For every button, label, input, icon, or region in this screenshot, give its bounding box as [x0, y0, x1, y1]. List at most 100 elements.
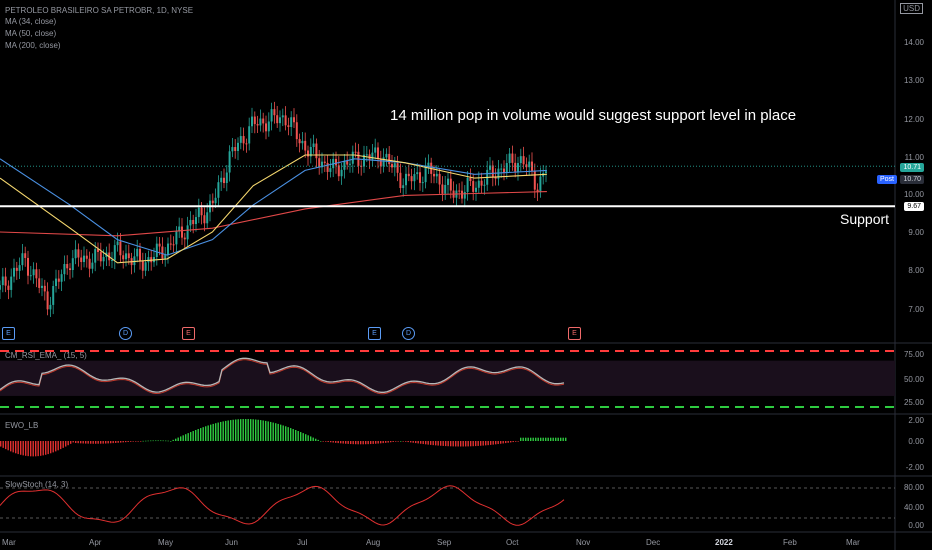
candle-body — [10, 276, 13, 290]
candle-body — [13, 267, 15, 277]
ewo-bar — [210, 424, 212, 441]
post-price-tag: 10.70 — [900, 175, 924, 184]
ewo-bar — [405, 441, 407, 442]
ewo-bar — [115, 441, 117, 443]
ma34-legend: MA (34, close) — [5, 17, 57, 26]
ewo-tick: -2.00 — [905, 463, 924, 472]
ewo-bar — [250, 419, 252, 441]
earnings-event-icon[interactable]: E — [368, 327, 381, 340]
ewo-bar — [497, 441, 499, 445]
candle-body — [225, 172, 228, 184]
ewo-bar — [0, 441, 2, 447]
ewo-bar — [10, 441, 12, 452]
ewo-tick: 2.00 — [908, 416, 924, 425]
candle-body — [29, 275, 32, 277]
ewo-bar — [155, 440, 157, 442]
candle-body — [273, 109, 276, 116]
ewo-bar — [510, 441, 512, 443]
price-tick: 11.00 — [904, 153, 924, 162]
candle-body — [491, 165, 494, 177]
price-tick: 7.00 — [908, 305, 924, 314]
ewo-bar — [200, 428, 202, 441]
candle-body — [155, 243, 158, 257]
ewo-bar — [140, 441, 142, 442]
ewo-bar — [305, 434, 307, 441]
ewo-bar — [237, 419, 239, 441]
candle-body — [346, 160, 349, 165]
ewo-bar — [432, 441, 434, 446]
ewo-bar — [517, 441, 519, 442]
candle-body — [298, 139, 301, 144]
candle-body — [433, 173, 435, 177]
earnings-event-icon[interactable]: E — [2, 327, 15, 340]
earnings-event-icon[interactable]: E — [182, 327, 195, 340]
ewo-bar — [72, 441, 74, 443]
candle-body — [133, 256, 136, 266]
candle-body — [200, 207, 203, 216]
rsi-tick: 25.00 — [903, 398, 924, 407]
ewo-bar — [540, 437, 542, 441]
ewo-bar — [360, 441, 362, 445]
candle-body — [197, 207, 200, 218]
ewo-bar — [47, 441, 49, 455]
ewo-bar — [227, 420, 229, 441]
ewo-bar — [92, 441, 94, 444]
ewo-bar — [110, 441, 112, 444]
candle-body — [514, 162, 517, 172]
candle-body — [413, 174, 416, 182]
ewo-bar — [532, 437, 534, 441]
candle-body — [466, 177, 469, 192]
dividend-event-icon[interactable]: D — [119, 327, 132, 340]
candle-body — [377, 147, 379, 160]
candle-body — [371, 152, 374, 160]
stoch-line — [0, 485, 565, 526]
candle-body — [52, 286, 55, 305]
candle-body — [38, 278, 41, 288]
ewo-bar — [232, 419, 234, 441]
candle-body — [49, 304, 52, 310]
dividend-event-icon[interactable]: D — [402, 327, 415, 340]
candle-body — [519, 156, 522, 164]
time-label: Feb — [783, 538, 797, 547]
rsi-line — [0, 357, 565, 393]
ewo-bar — [75, 441, 77, 444]
candle-body — [318, 158, 321, 168]
candle-body — [391, 164, 393, 168]
ewo-bar — [392, 441, 394, 442]
ewo-bar — [297, 431, 299, 441]
candle-body — [125, 253, 127, 260]
ewo-bar — [435, 441, 437, 446]
candle-body — [393, 163, 396, 168]
candle-body — [424, 166, 427, 183]
ewo-bar — [55, 441, 57, 452]
price-tick: 12.00 — [903, 115, 924, 124]
ewo-bar — [455, 441, 457, 447]
ewo-bar — [235, 419, 237, 441]
ewo-bar — [252, 419, 254, 441]
candle-body — [69, 268, 71, 271]
candle-body — [178, 226, 181, 232]
ewo-bar — [125, 441, 127, 443]
earnings-event-icon[interactable]: E — [568, 327, 581, 340]
ewo-bar — [282, 425, 284, 441]
candle-body — [217, 182, 220, 198]
ewo-bar — [445, 441, 447, 447]
ewo-bar — [32, 441, 34, 457]
ewo-bar — [342, 441, 344, 444]
ewo-bar — [377, 441, 379, 444]
candle-body — [410, 176, 413, 182]
time-label: 2022 — [715, 538, 733, 547]
candle-body — [290, 117, 293, 127]
candle-body — [91, 262, 94, 269]
ewo-bar — [525, 437, 527, 441]
candle-body — [55, 278, 57, 287]
time-label: Jul — [297, 538, 308, 547]
candle-body — [279, 117, 281, 124]
candle-body — [265, 123, 267, 132]
candle-body — [211, 200, 214, 204]
stoch-title: SlowStoch (14, 3) — [5, 480, 69, 489]
ewo-bar — [425, 441, 427, 445]
candle-body — [528, 161, 531, 168]
candle-body — [517, 163, 519, 172]
